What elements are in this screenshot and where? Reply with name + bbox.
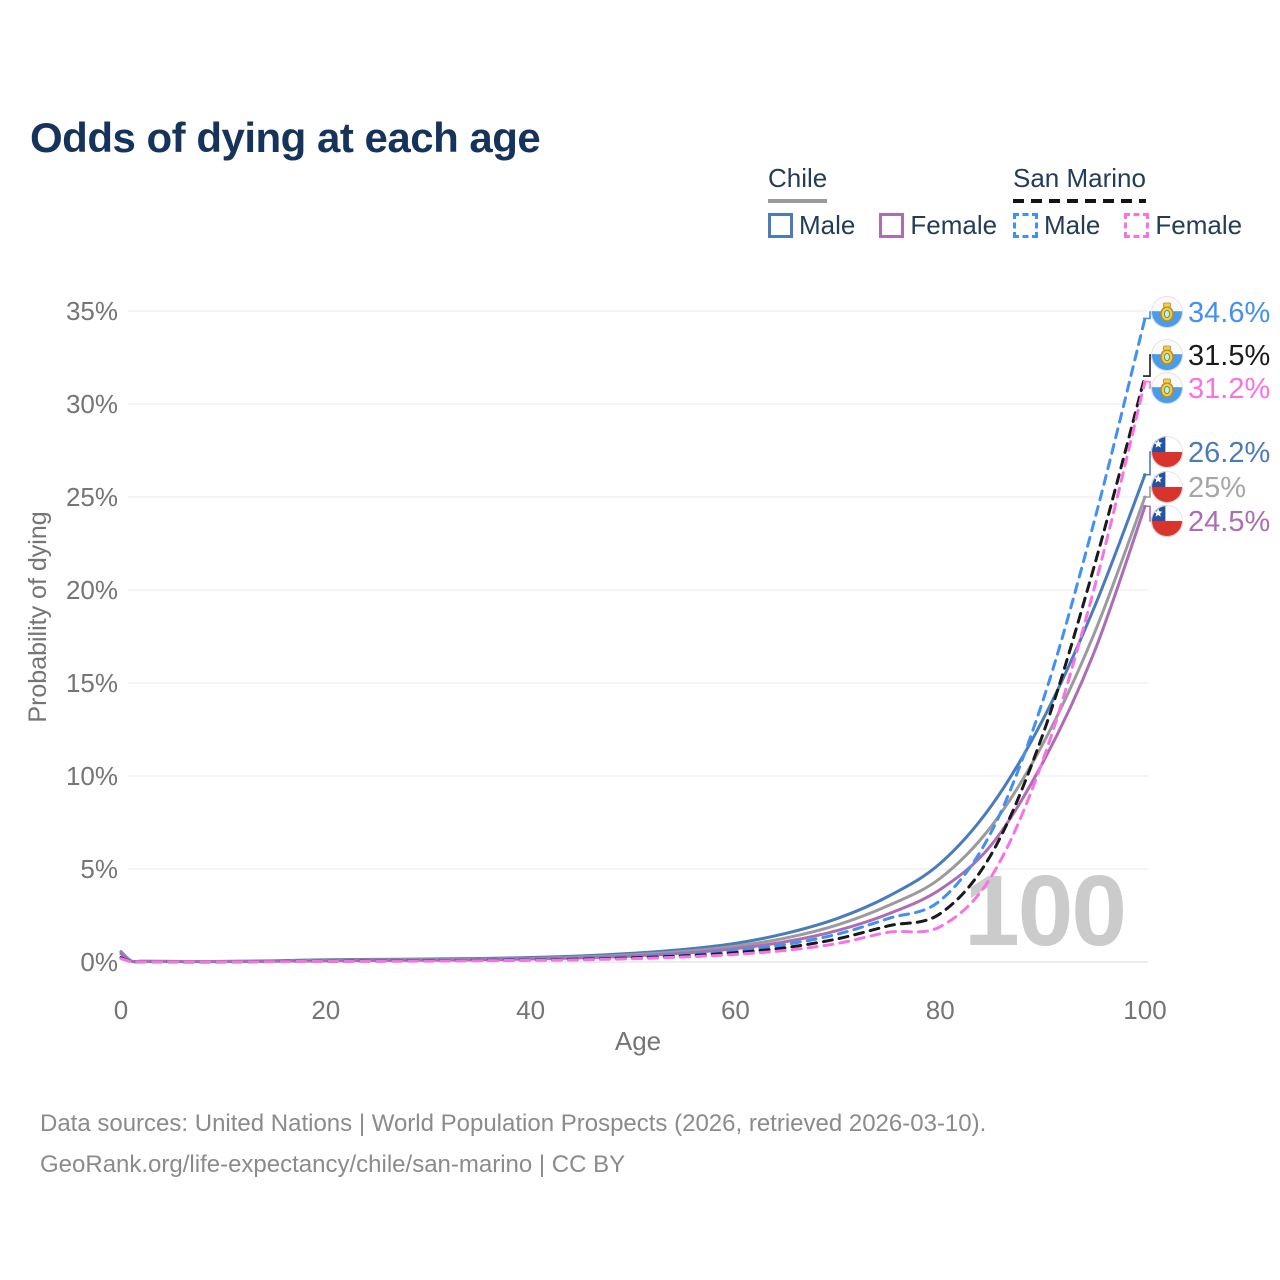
flag-star [1153, 508, 1163, 517]
legend-item-chile-male[interactable]: Male [768, 210, 855, 241]
chile-male-swatch-icon [768, 213, 793, 238]
flag-border [1151, 296, 1183, 328]
legend-item-label: Male [1044, 210, 1101, 240]
page-title: Odds of dying at each age [30, 114, 541, 162]
x-tick-label: 20 [311, 995, 340, 1025]
y-tick-label: 0% [80, 947, 118, 977]
legend-items-chile: Male Female [768, 210, 997, 241]
legend-item-label: Female [910, 210, 998, 240]
legend: Chile Male Female San Marino [0, 163, 1280, 243]
end-value-label-san-marino-total: 31.5% [1188, 340, 1270, 372]
end-value-label-chile-total: 25% [1188, 472, 1246, 504]
san-marino-line-style-swatch [1013, 199, 1146, 203]
end-value-label-san-marino-female: 31.2% [1188, 373, 1270, 405]
legend-item-san-marino-female[interactable]: Female [1124, 210, 1242, 241]
legend-country-label: Chile [768, 163, 828, 193]
end-value-label-chile-female: 24.5% [1188, 506, 1270, 538]
flag-star [1153, 439, 1163, 448]
attribution-text: GeoRank.org/life-expectancy/chile/san-ma… [40, 1151, 626, 1178]
flag-icon-chile [1151, 436, 1183, 468]
x-tick-label: 60 [721, 995, 750, 1025]
flag-red-band [1151, 452, 1183, 468]
age-watermark: 100 [964, 855, 1125, 967]
y-tick-label: 10% [66, 761, 118, 791]
flag-emblem-crown [1163, 345, 1171, 351]
legend-item-label: Male [799, 210, 856, 240]
y-axis-label: Probability of dying [24, 511, 52, 722]
y-tick-label: 35% [66, 296, 118, 326]
flag-icon-san_marino [1151, 296, 1183, 328]
flag-icon-san_marino [1151, 339, 1183, 371]
end-value-label-san-marino-male: 34.6% [1188, 297, 1270, 329]
flag-red-band [1151, 487, 1183, 503]
flag-red-band [1151, 521, 1183, 537]
footer: Data sources: United Nations | World Pop… [40, 1103, 986, 1185]
flag-emblem-crown [1163, 378, 1171, 384]
flag-icon-chile [1151, 471, 1183, 503]
flag-border [1151, 436, 1183, 468]
y-tick-label: 15% [66, 668, 118, 698]
flag-emblem-crown [1163, 302, 1171, 308]
flag-border [1151, 372, 1183, 404]
end-value-label-chile-male: 26.2% [1188, 437, 1270, 469]
flag-emblem-center [1163, 385, 1171, 395]
x-axis-label: Age [615, 1026, 661, 1056]
legend-country-label: San Marino [1013, 163, 1146, 193]
flag-border [1151, 471, 1183, 503]
legend-group-san-marino: San Marino Male Female [1013, 163, 1242, 241]
legend-item-san-marino-male[interactable]: Male [1013, 210, 1100, 241]
y-tick-label: 30% [66, 389, 118, 419]
y-tick-label: 20% [66, 575, 118, 605]
flag-star [1153, 474, 1163, 483]
flag-border [1151, 505, 1183, 537]
y-tick-label: 5% [80, 854, 118, 884]
x-tick-label: 0 [114, 995, 128, 1025]
flag-emblem-center [1163, 309, 1171, 319]
legend-item-chile-female[interactable]: Female [879, 210, 997, 241]
x-tick-label: 80 [926, 995, 955, 1025]
flag-icon-chile [1151, 505, 1183, 537]
san-marino-male-swatch-icon [1013, 213, 1038, 238]
flag-icon-san_marino [1151, 372, 1183, 404]
chile-line-style-swatch [768, 199, 828, 203]
legend-items-san-marino: Male Female [1013, 210, 1242, 241]
san-marino-female-swatch-icon [1124, 213, 1150, 238]
flag-emblem-center [1163, 352, 1171, 362]
legend-item-label: Female [1155, 210, 1243, 240]
y-tick-label: 25% [66, 482, 118, 512]
series-line-san-marino-female [119, 380, 1147, 964]
chile-female-swatch-icon [879, 213, 905, 238]
x-tick-label: 100 [1123, 995, 1166, 1025]
flag-border [1151, 339, 1183, 371]
legend-group-chile: Chile Male Female [768, 163, 997, 241]
data-sources-text: Data sources: United Nations | World Pop… [40, 1110, 987, 1137]
legend-country-san-marino[interactable]: San Marino [1013, 163, 1146, 203]
legend-country-chile[interactable]: Chile [768, 163, 828, 203]
x-tick-label: 40 [516, 995, 545, 1025]
